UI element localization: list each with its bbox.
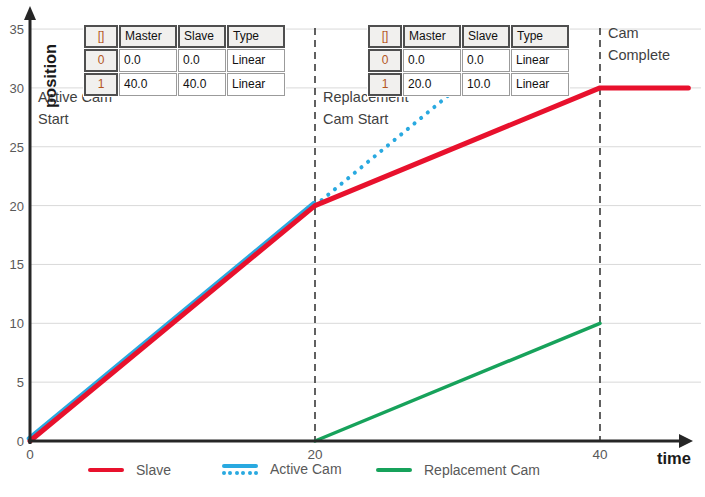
y-tick-label-30: 30 [10,81,24,96]
legend-label-replacement-cam: Replacement Cam [424,462,540,478]
slave-line-swatch [88,468,124,473]
row-index: 0 [382,53,389,67]
row-index: 1 [98,77,105,91]
master-cell: 0.0 [119,49,177,72]
master-cell: 0.0 [403,49,461,72]
table-row: 1 40.0 40.0 Linear [84,73,285,96]
type-column-header: Type [227,25,285,48]
master-cell: 40.0 [119,73,177,96]
y-tick-label-10: 10 [10,316,24,331]
table-row: 0 0.0 0.0 Linear [368,49,569,72]
y-tick-label-5: 5 [17,375,24,390]
annotation-line: Cam Start [323,108,408,130]
x-tick-label-40: 40 [592,447,607,462]
type-cell: Linear [227,73,285,96]
legend-label-slave: Slave [136,462,171,478]
annotation-line: Complete [608,44,670,66]
row-index: 0 [98,53,105,67]
type-cell: Linear [511,73,569,96]
active-cam-point-table: [] Master Slave Type 0 0.0 0.0 Linear 1 … [83,24,286,97]
table-row: 0 0.0 0.0 Linear [84,49,285,72]
slave-cell: 40.0 [178,73,226,96]
x-tick-label-0: 0 [26,447,34,462]
annotation-line: Start [38,108,112,130]
legend-item-replacement-cam: Replacement Cam [376,461,540,479]
series-active-cam-solid [29,203,314,438]
x-axis-arrow-icon [679,434,693,448]
master-cell: 20.0 [403,73,461,96]
table-row: 1 20.0 10.0 Linear [368,73,569,96]
slave-cell: 10.0 [462,73,510,96]
legend-label-active-cam: Active Cam [270,461,342,477]
row-index: 1 [382,77,389,91]
slave-column-header: Slave [462,25,510,48]
cam-profile-figure: 0510152025303502040positiontime Active C… [0,0,705,497]
y-tick-label-0: 0 [17,434,24,449]
slave-column-header: Slave [178,25,226,48]
type-cell: Linear [227,49,285,72]
type-cell: Linear [511,49,569,72]
slave-cell: 0.0 [462,49,510,72]
table-header-row: [] Master Slave Type [84,25,285,48]
y-tick-label-15: 15 [10,257,24,272]
replacement-cam-line-swatch [376,468,412,473]
index-column-header: [] [382,29,389,43]
master-column-header: Master [119,25,177,48]
master-column-header: Master [403,25,461,48]
legend-item-active-cam: Active Cam [222,460,342,478]
y-tick-label-35: 35 [10,22,24,37]
type-column-header: Type [511,25,569,48]
x-axis-title: time [657,449,691,467]
active-cam-line-swatch [222,464,258,475]
y-tick-label-20: 20 [10,199,24,214]
table-header-row: [] Master Slave Type [368,25,569,48]
replacement-cam-point-table: [] Master Slave Type 0 0.0 0.0 Linear 1 … [367,24,570,97]
index-column-header: [] [98,29,105,43]
y-tick-label-25: 25 [10,140,24,155]
slave-cell: 0.0 [178,49,226,72]
annotation-line: Cam [608,22,670,44]
y-axis-arrow-icon [24,6,36,20]
legend-item-slave: Slave [88,461,171,479]
annotation-cam-complete: Cam Complete [608,22,670,66]
